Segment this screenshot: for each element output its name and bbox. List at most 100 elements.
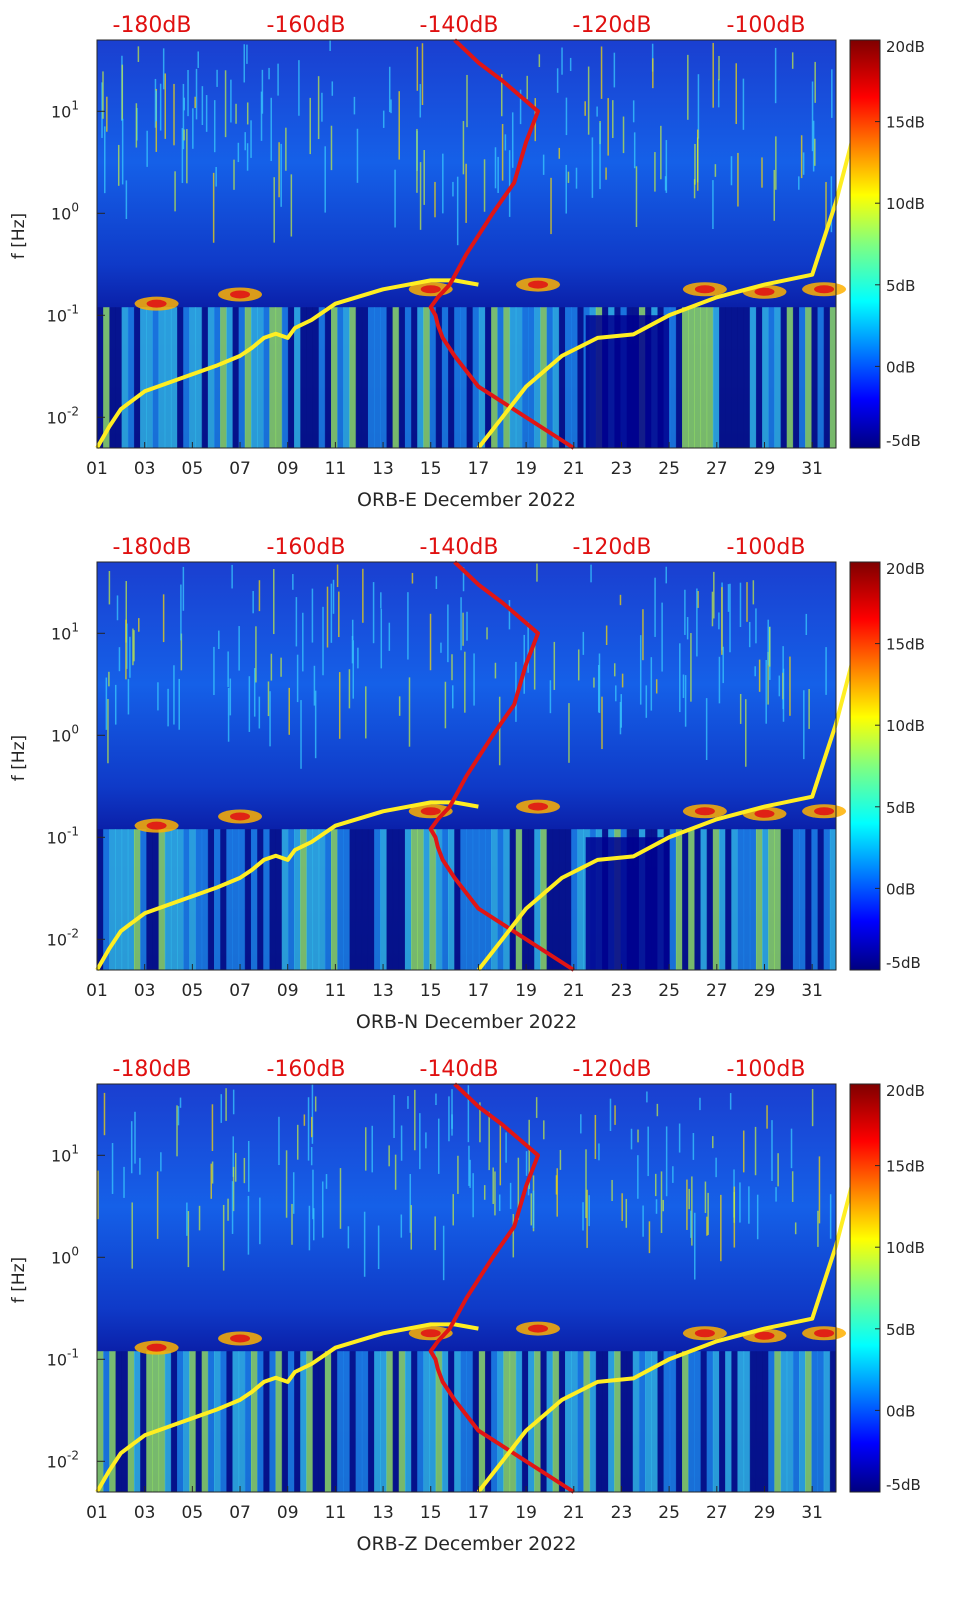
hf-streak <box>739 1182 741 1223</box>
microseism-core <box>814 1329 835 1338</box>
hf-streak <box>121 64 124 120</box>
hf-streak <box>227 1198 229 1221</box>
colorbar-label: 0dB <box>886 358 915 376</box>
lowfreq-band <box>170 829 178 970</box>
lowfreq-band <box>706 1351 714 1492</box>
hf-streak <box>162 594 165 643</box>
hf-streak <box>255 626 257 683</box>
x-tick-label: 03 <box>134 981 156 1001</box>
lowfreq-band <box>404 307 412 448</box>
x-tick-label: 29 <box>754 1503 776 1523</box>
hf-streak <box>451 1114 453 1129</box>
top-db-label: -100dB <box>727 13 806 38</box>
hf-streak <box>609 1098 612 1132</box>
lowfreq-band <box>448 829 455 970</box>
lowfreq-band <box>201 307 209 448</box>
hf-streak <box>790 1128 793 1169</box>
microseism-core <box>694 285 715 294</box>
hf-streak <box>104 126 106 194</box>
hf-streak <box>561 47 563 75</box>
hf-streak <box>442 1225 445 1281</box>
hf-streak <box>774 47 777 104</box>
hf-streak <box>655 679 658 694</box>
x-tick-label: 19 <box>515 1503 537 1523</box>
colorbar-label: 20dB <box>886 38 925 56</box>
hf-streak <box>598 1143 600 1161</box>
hf-streak <box>713 571 715 619</box>
hf-streak <box>591 137 594 198</box>
hf-streak <box>201 86 204 125</box>
microseism-core <box>814 285 835 294</box>
lowfreq-band <box>423 829 431 970</box>
hf-streak <box>486 627 488 640</box>
hf-streak <box>300 700 302 769</box>
lowfreq-band <box>355 307 363 448</box>
hf-streak <box>267 681 270 717</box>
lowfreq-band <box>774 1351 782 1492</box>
lowfreq-band <box>109 829 116 970</box>
psd-curve <box>428 1082 575 1494</box>
lowfreq-band <box>515 1351 523 1492</box>
hf-streak <box>198 1205 201 1231</box>
lowfreq-band <box>454 829 461 970</box>
hf-streak <box>211 1104 214 1152</box>
hf-streak <box>687 54 689 120</box>
lowfreq-band <box>312 307 320 448</box>
y-tick-exponent: -2 <box>67 1448 79 1462</box>
y-tick-exponent: 0 <box>71 1244 79 1258</box>
hf-streak <box>229 678 232 716</box>
lowfreq-band <box>170 307 178 448</box>
hf-streak <box>752 580 755 605</box>
lowfreq-band <box>386 829 394 970</box>
lowfreq-band <box>823 1351 831 1492</box>
hf-streak <box>767 651 769 705</box>
lowfreq-band <box>546 307 554 448</box>
hf-streak <box>586 1189 588 1248</box>
y-tick-label: 100 <box>51 1244 79 1267</box>
hf-streak <box>423 150 425 205</box>
hf-streak <box>435 1093 437 1106</box>
lowfreq-band <box>503 1351 511 1492</box>
x-tick-label: 27 <box>706 459 728 479</box>
hf-streak <box>497 156 499 194</box>
hf-streak <box>259 1197 261 1245</box>
hf-streak <box>705 698 708 761</box>
hf-streak <box>365 686 367 739</box>
hf-streak <box>227 687 230 742</box>
lowfreq-band <box>238 307 246 448</box>
hf-streak <box>429 613 432 671</box>
hf-streak <box>782 668 785 722</box>
hf-streak <box>550 177 552 235</box>
lowfreq-band <box>226 829 233 970</box>
hf-streak <box>791 1171 794 1202</box>
lowfreq-band <box>164 307 172 448</box>
lowfreq-band <box>140 307 147 448</box>
hf-streak <box>212 172 215 243</box>
lowfreq-band <box>743 307 751 448</box>
lowfreq-band <box>811 829 819 970</box>
hf-streak <box>526 75 528 100</box>
lowfreq-band <box>540 829 548 970</box>
hf-streak <box>330 583 333 643</box>
lowfreq-band <box>700 307 708 448</box>
hf-streak <box>270 653 273 681</box>
lowfreq-band <box>601 1351 609 1492</box>
hf-streak <box>311 588 314 643</box>
hf-streak <box>183 97 186 111</box>
hf-streak <box>261 69 264 114</box>
hf-streak <box>280 143 282 207</box>
lowfreq-band <box>306 307 314 448</box>
hf-streak <box>582 631 585 655</box>
axes-frame <box>96 561 837 971</box>
x-tick-label: 09 <box>277 981 299 1001</box>
colorbar-label: 15dB <box>886 114 925 132</box>
lowfreq-band <box>343 1351 350 1492</box>
lowfreq-band <box>127 1351 135 1492</box>
lowfreq-band <box>300 307 307 448</box>
hf-streak <box>800 135 803 179</box>
hf-streak <box>612 100 614 138</box>
y-axis-label: f [Hz] <box>9 735 29 781</box>
hf-streak <box>97 1170 99 1220</box>
lowfreq-band <box>423 307 431 448</box>
x-tick-label: 29 <box>754 981 776 1001</box>
